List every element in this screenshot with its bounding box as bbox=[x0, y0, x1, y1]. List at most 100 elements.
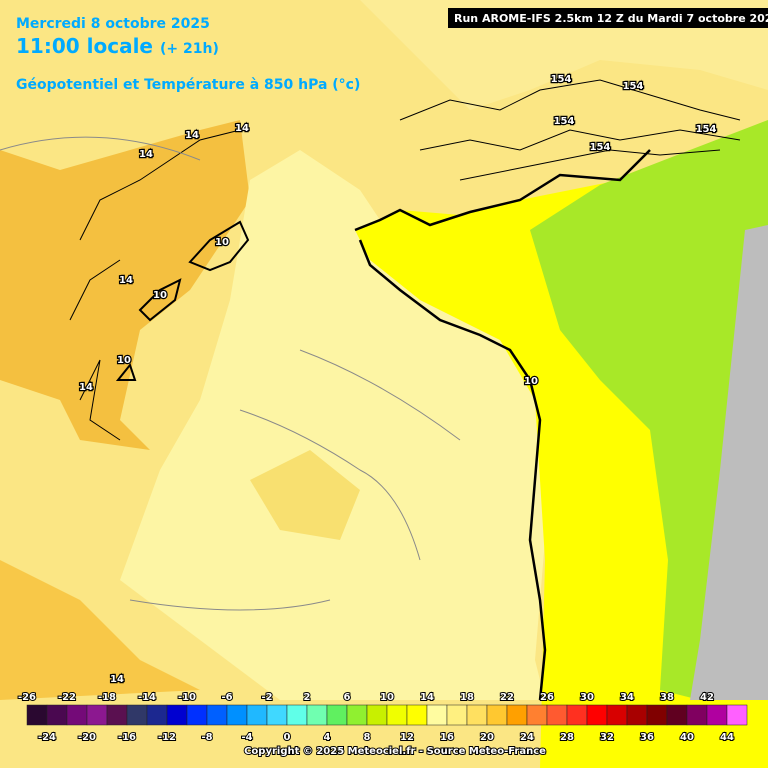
colorbar-label: -14 bbox=[138, 692, 156, 703]
colorbar-label: 16 bbox=[440, 732, 454, 743]
colorbar-label: 24 bbox=[520, 732, 534, 743]
color-swatch bbox=[66, 704, 88, 726]
color-swatch bbox=[286, 704, 308, 726]
contour-10 bbox=[115, 220, 250, 381]
colorbar-label: 20 bbox=[480, 732, 494, 743]
contour-label: 154 bbox=[623, 81, 644, 92]
color-swatch bbox=[186, 704, 208, 726]
color-swatch bbox=[306, 704, 328, 726]
colorbar-label: -22 bbox=[58, 692, 76, 703]
color-swatch bbox=[506, 704, 528, 726]
color-swatch bbox=[266, 704, 288, 726]
color-swatch bbox=[386, 704, 408, 726]
orange-area bbox=[0, 120, 250, 450]
colorbar-label: 40 bbox=[680, 732, 694, 743]
color-swatch bbox=[206, 704, 228, 726]
sea-grey bbox=[690, 225, 768, 700]
colorbar-label: 22 bbox=[500, 692, 514, 703]
colorbar-label: 0 bbox=[284, 732, 291, 743]
colorbar-label: 18 bbox=[460, 692, 474, 703]
colorbar-label: 28 bbox=[560, 732, 574, 743]
colorbar-label: -4 bbox=[241, 732, 252, 743]
time: 11:00 locale bbox=[16, 34, 153, 58]
color-swatch bbox=[626, 704, 648, 726]
color-swatch bbox=[546, 704, 568, 726]
colorbar-label: 4 bbox=[324, 732, 331, 743]
contour-label: 10 bbox=[215, 237, 229, 248]
contour-label: 14 bbox=[235, 123, 249, 134]
footer: Copyright © 2025 Meteociel.fr - Source M… bbox=[244, 746, 546, 757]
date: Mercredi 8 octobre 2025 bbox=[16, 16, 210, 32]
contour-154 bbox=[399, 79, 741, 181]
green-area bbox=[530, 120, 768, 700]
contour-label: 14 bbox=[110, 674, 124, 685]
contour-label: 154 bbox=[696, 124, 717, 135]
color-swatch bbox=[46, 704, 68, 726]
colorbar-label: -16 bbox=[118, 732, 136, 743]
colorbar: -26 -22 -18 -14 -10 -6 -2 2 6 10 14 18 22 26 30 34 38 42-… bbox=[17, 691, 748, 744]
color-swatch bbox=[706, 704, 728, 726]
colorbar-label: -6 bbox=[221, 692, 232, 703]
color-swatch bbox=[406, 704, 428, 726]
contour-label: 14 bbox=[119, 275, 133, 286]
contour-label: 154 bbox=[590, 142, 611, 153]
contour-label: 154 bbox=[551, 74, 572, 85]
color-swatch bbox=[366, 704, 388, 726]
orange-area bbox=[0, 560, 200, 700]
colorbar-label: 10 bbox=[380, 692, 394, 703]
colorbar-label: 8 bbox=[364, 732, 371, 743]
colorbar-label: -8 bbox=[201, 732, 212, 743]
contour-label: 14 bbox=[79, 382, 93, 393]
contour-label: 14 bbox=[185, 130, 199, 141]
color-swatch bbox=[246, 704, 268, 726]
colorbar-label: 44 bbox=[720, 732, 734, 743]
colorbar-label: -2 bbox=[261, 692, 272, 703]
colorbar-label: 26 bbox=[540, 692, 554, 703]
color-swatch bbox=[526, 704, 548, 726]
color-swatch bbox=[86, 704, 108, 726]
colorbar-label: -18 bbox=[98, 692, 116, 703]
contour-10 bbox=[354, 149, 651, 701]
color-swatch bbox=[566, 704, 588, 726]
colorbar-label: 6 bbox=[344, 692, 351, 703]
colorbar-label: 2 bbox=[304, 692, 311, 703]
color-swatch bbox=[146, 704, 168, 726]
colorbar-label: 42 bbox=[700, 692, 714, 703]
color-swatch bbox=[26, 704, 48, 726]
colorbar-label: 34 bbox=[620, 692, 634, 703]
lead: (+ 21h) bbox=[160, 41, 219, 57]
colorbar-label: 32 bbox=[600, 732, 614, 743]
border-line bbox=[0, 136, 461, 611]
color-swatch bbox=[106, 704, 128, 726]
colorbar-label: -20 bbox=[78, 732, 96, 743]
colorbar-label: 14 bbox=[420, 692, 434, 703]
run-box bbox=[448, 8, 768, 28]
color-swatch bbox=[646, 704, 668, 726]
colorbar-label: 38 bbox=[660, 692, 674, 703]
colorbar-label: -12 bbox=[158, 732, 176, 743]
color-swatch bbox=[446, 704, 468, 726]
color-swatch bbox=[726, 704, 748, 726]
contour-label: 10 bbox=[153, 290, 167, 301]
color-swatch bbox=[426, 704, 448, 726]
color-swatch bbox=[606, 704, 628, 726]
colorbar-label: 12 bbox=[400, 732, 414, 743]
contour-label: 14 bbox=[139, 149, 153, 160]
color-swatch bbox=[686, 704, 708, 726]
color-swatch bbox=[226, 704, 248, 726]
colorbar-label: -26 bbox=[18, 692, 36, 703]
color-swatch bbox=[326, 704, 348, 726]
color-swatch bbox=[346, 704, 368, 726]
contour-label: 10 bbox=[117, 355, 131, 366]
color-swatch bbox=[486, 704, 508, 726]
field: Géopotentiel et Température à 850 hPa (°… bbox=[16, 77, 360, 93]
colorbar-label: -10 bbox=[178, 692, 196, 703]
colorbar-label: 30 bbox=[580, 692, 594, 703]
contour-label: 10 bbox=[524, 376, 538, 387]
run: Run AROME-IFS 2.5km 12 Z du Mardi 7 octo… bbox=[454, 12, 768, 25]
color-swatch bbox=[586, 704, 608, 726]
colorbar-label: -24 bbox=[38, 732, 56, 743]
color-swatch bbox=[166, 704, 188, 726]
contour-label: 154 bbox=[554, 116, 575, 127]
